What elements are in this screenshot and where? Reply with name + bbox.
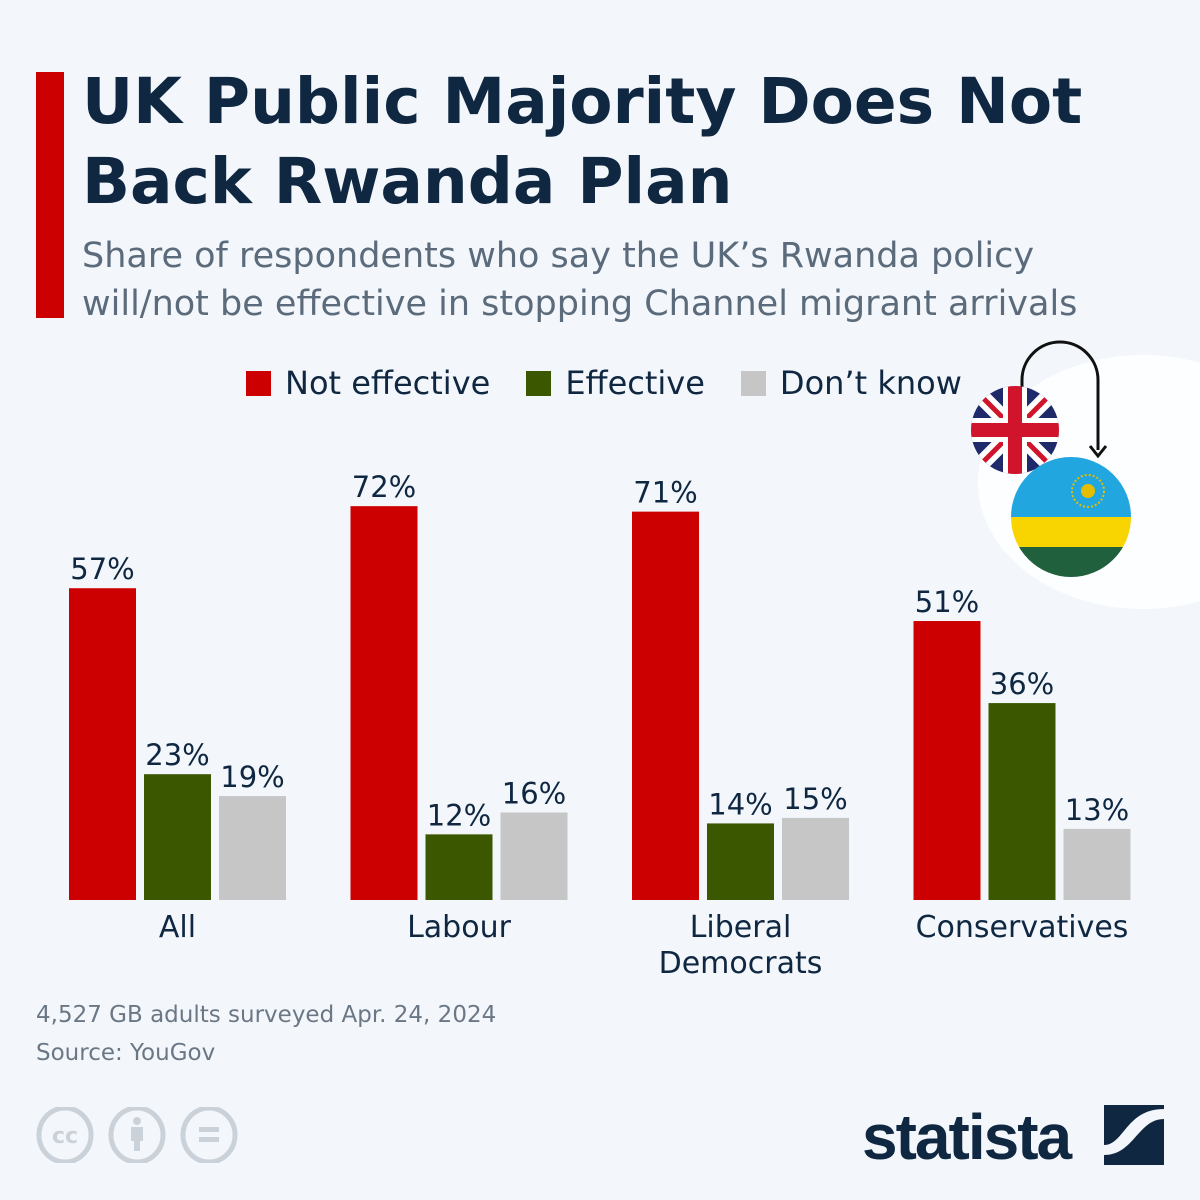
data-label: 71%: [633, 476, 697, 510]
legend-item-not-effective: Not effective: [246, 364, 490, 402]
bar: [707, 823, 774, 900]
svg-text:cc: cc: [52, 1124, 78, 1149]
legend-label: Effective: [565, 364, 705, 402]
uk-flag-icon: [971, 386, 1059, 474]
data-label: 23%: [145, 738, 209, 772]
legend-swatch: [526, 370, 552, 396]
bar-chart: 57% 23% 19% All 72% 12% 16% Labour 71% 14% 15% Libe…: [69, 470, 1131, 981]
subtitle: Share of respondents who say the UK’s Rw…: [82, 236, 1078, 324]
bar: [913, 621, 981, 900]
bar: [500, 812, 568, 900]
legend: Not effective Effective Don’t know: [246, 364, 962, 402]
statista-logo[interactable]: statista: [862, 1101, 1072, 1173]
data-label: 12%: [427, 798, 491, 832]
bar: [219, 796, 286, 900]
category-label: Liberal: [690, 910, 792, 945]
bar: [350, 506, 418, 900]
title-accent-bar: [36, 72, 64, 318]
category-label: Conservatives: [916, 910, 1129, 945]
bar: [632, 511, 699, 900]
category-label: All: [159, 910, 196, 945]
legend-label: Don’t know: [779, 364, 962, 402]
data-label: 36%: [990, 667, 1054, 701]
category-label: Labour: [407, 910, 512, 945]
arrow-icon: [1020, 340, 1100, 450]
statista-logo-icon: [1104, 1105, 1164, 1165]
source-note: Source: YouGov: [36, 1040, 216, 1066]
bar: [1063, 828, 1131, 900]
legend-swatch: [740, 370, 766, 396]
data-label: 57%: [70, 552, 134, 586]
bar: [144, 774, 211, 900]
bar: [425, 834, 493, 900]
bar: [988, 703, 1056, 900]
no-derivatives-icon[interactable]: [180, 1107, 240, 1163]
bar: [782, 817, 849, 900]
bar: [69, 588, 136, 900]
cc-icon[interactable]: cc: [36, 1107, 96, 1163]
data-label: 16%: [502, 776, 566, 810]
data-label: 19%: [220, 760, 284, 794]
data-label: 13%: [1065, 793, 1129, 827]
arrow-head-icon: [1088, 445, 1108, 459]
data-label: 15%: [783, 782, 847, 816]
legend-swatch: [246, 370, 271, 396]
category-label: Democrats: [659, 946, 823, 981]
attribution-icon[interactable]: [108, 1107, 168, 1163]
legend-item-dont-know: Don’t know: [740, 364, 962, 402]
data-label: 14%: [708, 787, 772, 821]
legend-label: Not effective: [285, 364, 491, 402]
data-label: 72%: [352, 470, 416, 504]
data-label: 51%: [915, 585, 979, 619]
legend-item-effective: Effective: [526, 364, 705, 402]
survey-note: 4,527 GB adults surveyed Apr. 24, 2024: [36, 1002, 497, 1028]
page-title: UK Public Majority Does Not Back Rwanda …: [82, 65, 1083, 218]
